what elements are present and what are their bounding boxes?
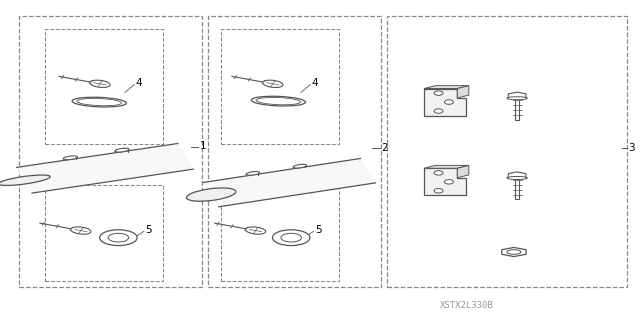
Bar (515, 175, 520, 199)
Ellipse shape (0, 175, 50, 185)
Bar (19, 16, 202, 287)
Ellipse shape (245, 227, 266, 234)
Ellipse shape (507, 250, 521, 254)
Polygon shape (457, 86, 468, 98)
Text: 3: 3 (628, 143, 635, 152)
Ellipse shape (63, 156, 77, 160)
Polygon shape (502, 248, 526, 256)
Circle shape (444, 180, 453, 184)
Text: 5: 5 (145, 225, 152, 235)
Bar (387, 16, 627, 287)
Text: 2: 2 (381, 143, 388, 152)
Polygon shape (17, 144, 193, 193)
Text: 1: 1 (200, 141, 206, 151)
Polygon shape (508, 172, 526, 179)
Bar (208, 16, 381, 287)
Polygon shape (424, 168, 466, 195)
Circle shape (434, 91, 443, 95)
Bar (515, 96, 520, 120)
Ellipse shape (256, 97, 301, 105)
Ellipse shape (100, 230, 137, 246)
Circle shape (434, 109, 443, 113)
Ellipse shape (90, 80, 110, 87)
Text: 4: 4 (312, 78, 318, 88)
Bar (221, 29, 339, 144)
Bar (45, 185, 163, 281)
Polygon shape (508, 92, 526, 99)
Ellipse shape (70, 227, 91, 234)
Text: 4: 4 (136, 78, 142, 88)
Polygon shape (424, 88, 466, 116)
Ellipse shape (507, 176, 527, 180)
Circle shape (434, 189, 443, 193)
Ellipse shape (293, 164, 307, 168)
Ellipse shape (72, 97, 126, 107)
Ellipse shape (77, 98, 122, 106)
Ellipse shape (507, 97, 527, 100)
Ellipse shape (246, 172, 260, 175)
Ellipse shape (108, 233, 129, 242)
Bar (45, 29, 163, 144)
Text: 5: 5 (315, 225, 321, 235)
Ellipse shape (273, 230, 310, 246)
Bar (221, 185, 339, 281)
Circle shape (444, 100, 453, 104)
Polygon shape (424, 165, 468, 168)
Polygon shape (457, 165, 468, 178)
Ellipse shape (115, 148, 129, 152)
Ellipse shape (281, 233, 301, 242)
Ellipse shape (262, 80, 283, 87)
Ellipse shape (252, 96, 305, 106)
Polygon shape (424, 86, 468, 88)
Polygon shape (204, 159, 376, 207)
Text: XSTX2L330B: XSTX2L330B (440, 301, 494, 310)
Circle shape (434, 171, 443, 175)
Ellipse shape (186, 188, 236, 201)
